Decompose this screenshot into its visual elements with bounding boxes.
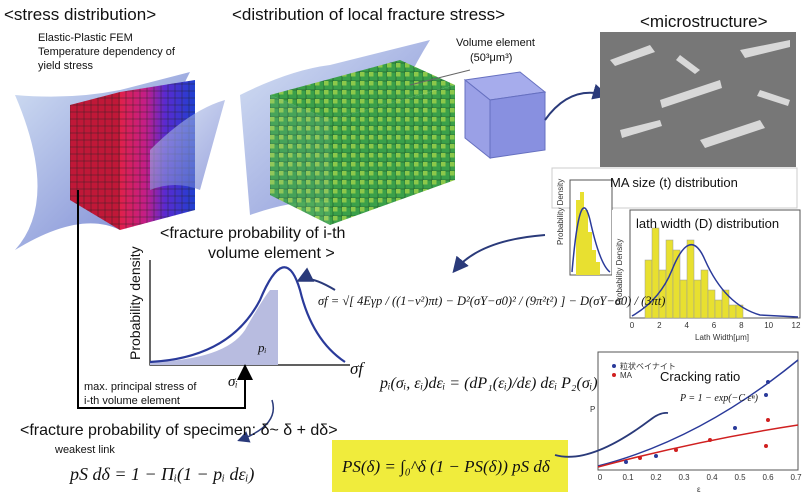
x-tick-label: 0.3	[678, 473, 690, 482]
x-tick-label: 6	[712, 321, 717, 330]
section-title: <microstructure>	[640, 12, 768, 31]
volume-cube	[465, 72, 545, 158]
body: { "sections": { "stress": {"title": "<st…	[0, 0, 804, 497]
plot-title: MA size (t) distribution	[610, 175, 738, 190]
micrograph	[600, 32, 796, 167]
x-tick-label: 0.4	[706, 473, 718, 482]
legend-label: MA	[620, 371, 633, 380]
x-tick-label: 0.7	[790, 473, 802, 482]
fracture-stress-block	[240, 40, 455, 225]
legend-label: 粒状ベイナイト	[620, 361, 676, 371]
x-tick-label: 0	[630, 321, 635, 330]
note: Temperature dependency of	[38, 46, 176, 58]
arrow	[455, 235, 545, 270]
section-title: <stress distribution>	[4, 5, 156, 24]
x-tick-label: 10	[764, 321, 773, 330]
formula: P = 1 − exp(−C εⁿ)	[679, 393, 759, 404]
x-ticks: 0 0.1 0.2 0.3 0.4 0.5 0.6 0.7	[598, 473, 802, 482]
x-tick-label: 0.5	[734, 473, 746, 482]
label: σf	[350, 359, 365, 378]
axis-label: P	[590, 405, 595, 414]
arrow	[545, 93, 605, 120]
x-tick-label: 4	[684, 321, 689, 330]
axis-label: Probability Density	[556, 179, 565, 245]
x-tick-label: 0.1	[622, 473, 634, 482]
page: Fracture probability model html, body { …	[0, 0, 804, 497]
section-title: volume element >	[208, 245, 335, 262]
note: weakest link	[54, 444, 115, 456]
x-tick-label: 0	[598, 473, 603, 482]
figure: <stress distribution> Elastic-Plastic FE…	[0, 0, 804, 497]
axis-label: Probability density	[127, 246, 143, 360]
note: yield stress	[38, 60, 94, 72]
note: max. principal stress of	[84, 381, 197, 393]
note: i-th volume element	[84, 395, 180, 407]
section-title: <distribution of local fracture stress>	[232, 5, 505, 24]
formula: pᵢ(σᵢ, εᵢ)dεᵢ = (dP₁(εᵢ)/dε) dεᵢ P₂(σᵢ)	[379, 375, 598, 392]
label: (50³μm³)	[470, 52, 512, 64]
label: σᵢ	[228, 374, 238, 390]
x-tick-label: 0.2	[650, 473, 662, 482]
axis-label: ε	[697, 485, 701, 494]
formula: σf = √[ 4Eγp / ((1−ν²)πt) − D²(σY−σ0)² /…	[318, 294, 665, 308]
x-tick-label: 8	[739, 321, 744, 330]
arrow	[300, 279, 335, 290]
x-tick-label: 12	[792, 321, 801, 330]
section-title: <fracture probability of specimen: δ~ δ …	[20, 422, 338, 439]
x-tick-label: 0.6	[762, 473, 774, 482]
formula: pS dδ = 1 − Πᵢ(1 − pᵢ dεᵢ)	[68, 464, 254, 485]
label: pᵢ	[257, 340, 267, 355]
stress-block	[15, 72, 225, 250]
section-title: <fracture probability of i-th	[160, 225, 345, 242]
x-tick-label: 2	[657, 321, 662, 330]
label: Volume element	[456, 37, 535, 49]
density-plot	[150, 260, 350, 365]
formula: PS(δ) = ∫₀^δ (1 − PS(δ)) pS dδ	[341, 457, 551, 477]
plot-title: Cracking ratio	[660, 369, 740, 384]
note: Elastic-Plastic FEM	[38, 32, 133, 44]
plot-title: lath width (D) distribution	[636, 216, 779, 231]
axis-label: Lath Width[μm]	[695, 333, 749, 342]
